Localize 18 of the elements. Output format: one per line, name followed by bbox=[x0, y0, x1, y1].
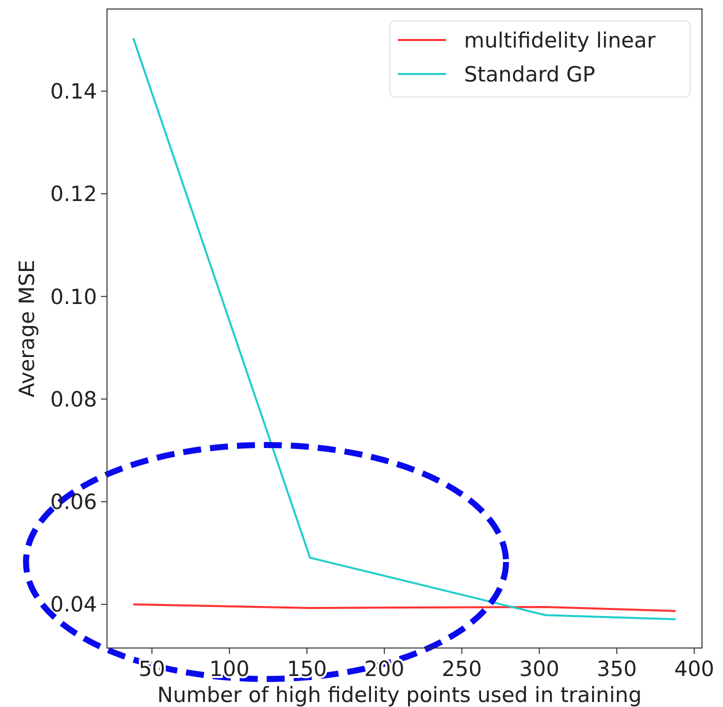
line-series bbox=[132, 603, 677, 612]
y-tick-label: 0.10 bbox=[50, 284, 97, 309]
y-tick-label: 0.08 bbox=[50, 387, 97, 412]
x-tick-label: 150 bbox=[286, 657, 327, 681]
x-tick-label: 250 bbox=[442, 657, 482, 681]
x-tick-label: 350 bbox=[596, 657, 637, 681]
y-axis-title: Average MSE bbox=[15, 260, 39, 398]
x-axis-title: Number of high fidelity points used in training bbox=[157, 683, 642, 707]
x-tick-label: 300 bbox=[519, 657, 560, 681]
y-tick-label: 0.04 bbox=[50, 592, 97, 617]
y-tick-label: 0.12 bbox=[50, 182, 97, 206]
legend-label: multifidelity linear bbox=[464, 28, 656, 52]
legend-label: Standard GP bbox=[464, 62, 596, 86]
x-tick-label: 200 bbox=[364, 657, 404, 681]
y-tick-label: 0.06 bbox=[50, 490, 97, 514]
x-tick-label: 400 bbox=[674, 657, 714, 681]
y-tick-label: 0.14 bbox=[50, 79, 97, 104]
x-tick-label: 100 bbox=[209, 657, 250, 681]
